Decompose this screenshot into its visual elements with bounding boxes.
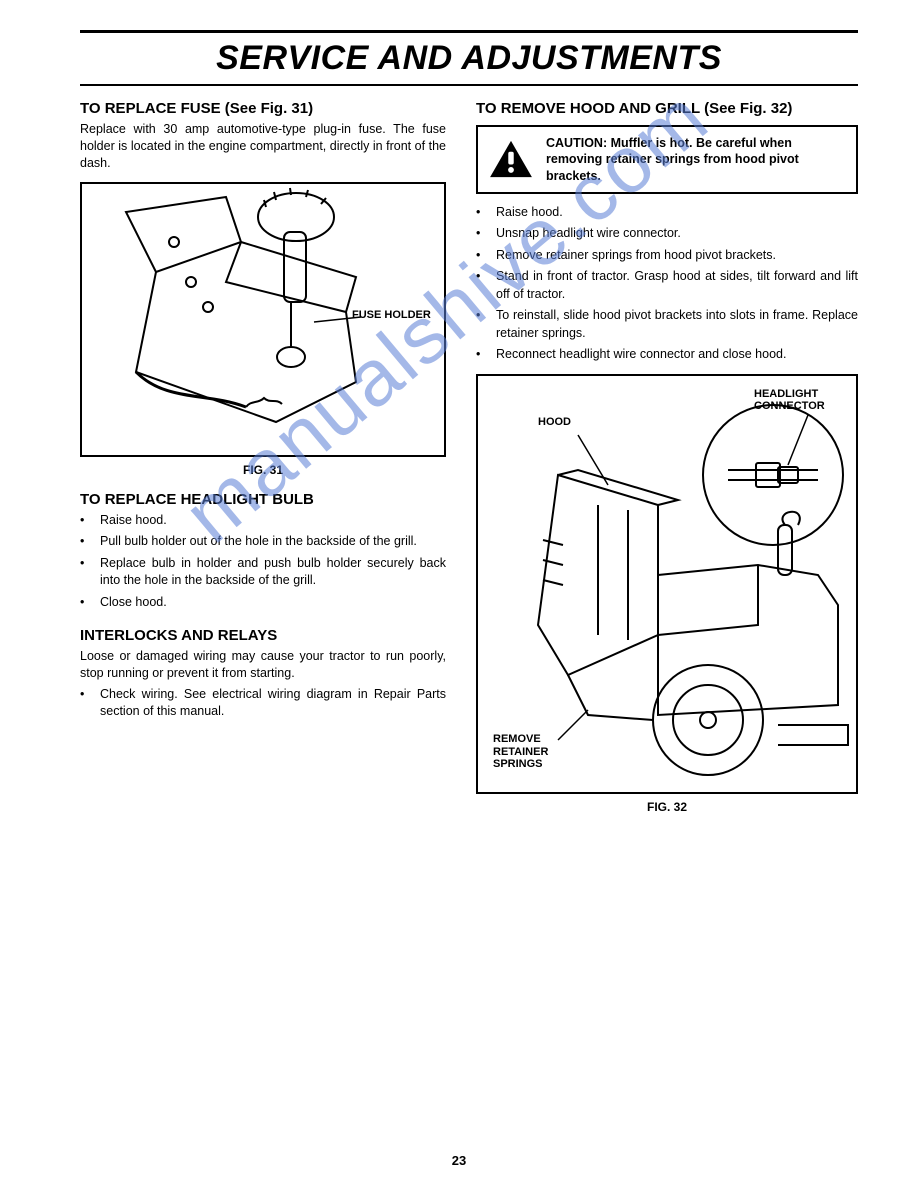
- bullet-text: Close hood.: [100, 594, 446, 612]
- two-column-layout: TO REPLACE FUSE (See Fig. 31) Replace wi…: [80, 100, 858, 828]
- fuse-holder-label-text: FUSE HOLDER: [352, 309, 431, 321]
- page-title: SERVICE AND ADJUSTMENTS: [80, 35, 858, 84]
- fuse-body-text: Replace with 30 amp automotive-type plug…: [80, 121, 446, 172]
- caution-text: CAUTION: Muffler is hot. Be careful when…: [546, 135, 846, 184]
- figure-31-box: FUSE HOLDER: [80, 182, 446, 457]
- list-item: •Check wiring. See electrical wiring dia…: [80, 686, 446, 721]
- caution-bold-text: CAUTION: Muffler is hot. Be careful when…: [546, 136, 799, 183]
- bullet-text: Raise hood.: [100, 512, 446, 530]
- bullet-text: Stand in front of tractor. Grasp hood at…: [496, 268, 858, 303]
- list-item: •Close hood.: [80, 594, 446, 612]
- list-item: •Remove retainer springs from hood pivot…: [476, 247, 858, 265]
- top-rule-thin: [80, 84, 858, 86]
- section-title-headlight: TO REPLACE HEADLIGHT BULB: [80, 491, 446, 508]
- fuse-holder-label: FUSE HOLDER: [352, 309, 431, 321]
- hood-bullet-list: •Raise hood. •Unsnap headlight wire conn…: [476, 204, 858, 364]
- right-column: TO REMOVE HOOD AND GRILL (See Fig. 32) C…: [476, 100, 858, 828]
- bullet-text: To reinstall, slide hood pivot brackets …: [496, 307, 858, 342]
- section-title-hood: TO REMOVE HOOD AND GRILL (See Fig. 32): [476, 100, 858, 117]
- interlocks-bullet-list: •Check wiring. See electrical wiring dia…: [80, 686, 446, 721]
- bullet-text: Reconnect headlight wire connector and c…: [496, 346, 858, 364]
- caution-box: CAUTION: Muffler is hot. Be careful when…: [476, 125, 858, 194]
- list-item: •Pull bulb holder out of the hole in the…: [80, 533, 446, 551]
- figure-32-box: HOOD HEADLIGHT CONNECTOR REMOVE RETAINER…: [476, 374, 858, 794]
- section-title-interlocks: INTERLOCKS AND RELAYS: [80, 627, 446, 644]
- list-item: •Stand in front of tractor. Grasp hood a…: [476, 268, 858, 303]
- list-item: •Replace bulb in holder and push bulb ho…: [80, 555, 446, 590]
- fig-31-caption: FIG. 31: [80, 463, 446, 477]
- bullet-text: Remove retainer springs from hood pivot …: [496, 247, 858, 265]
- connector-label: HEADLIGHT CONNECTOR: [754, 388, 844, 412]
- bullet-text: Unsnap headlight wire connector.: [496, 225, 858, 243]
- bullet-text: Check wiring. See electrical wiring diag…: [100, 686, 446, 721]
- warning-icon: [488, 139, 534, 179]
- list-item: •Raise hood.: [80, 512, 446, 530]
- bullet-text: Replace bulb in holder and push bulb hol…: [100, 555, 446, 590]
- manual-page: SERVICE AND ADJUSTMENTS TO REPLACE FUSE …: [0, 0, 918, 848]
- springs-label: REMOVE RETAINER SPRINGS: [493, 733, 573, 769]
- top-rule-thick: [80, 30, 858, 33]
- interlocks-body-text: Loose or damaged wiring may cause your t…: [80, 648, 446, 682]
- page-number: 23: [0, 1153, 918, 1168]
- hood-label: HOOD: [538, 416, 571, 428]
- figure-32-diagram: [478, 375, 856, 793]
- bullet-text: Raise hood.: [496, 204, 858, 222]
- list-item: •Reconnect headlight wire connector and …: [476, 346, 858, 364]
- bullet-text: Pull bulb holder out of the hole in the …: [100, 533, 446, 551]
- headlight-bullet-list: •Raise hood. •Pull bulb holder out of th…: [80, 512, 446, 612]
- section-title-fuse: TO REPLACE FUSE (See Fig. 31): [80, 100, 446, 117]
- left-column: TO REPLACE FUSE (See Fig. 31) Replace wi…: [80, 100, 446, 828]
- list-item: •Raise hood.: [476, 204, 858, 222]
- list-item: •To reinstall, slide hood pivot brackets…: [476, 307, 858, 342]
- list-item: •Unsnap headlight wire connector.: [476, 225, 858, 243]
- fig-32-caption: FIG. 32: [476, 800, 858, 814]
